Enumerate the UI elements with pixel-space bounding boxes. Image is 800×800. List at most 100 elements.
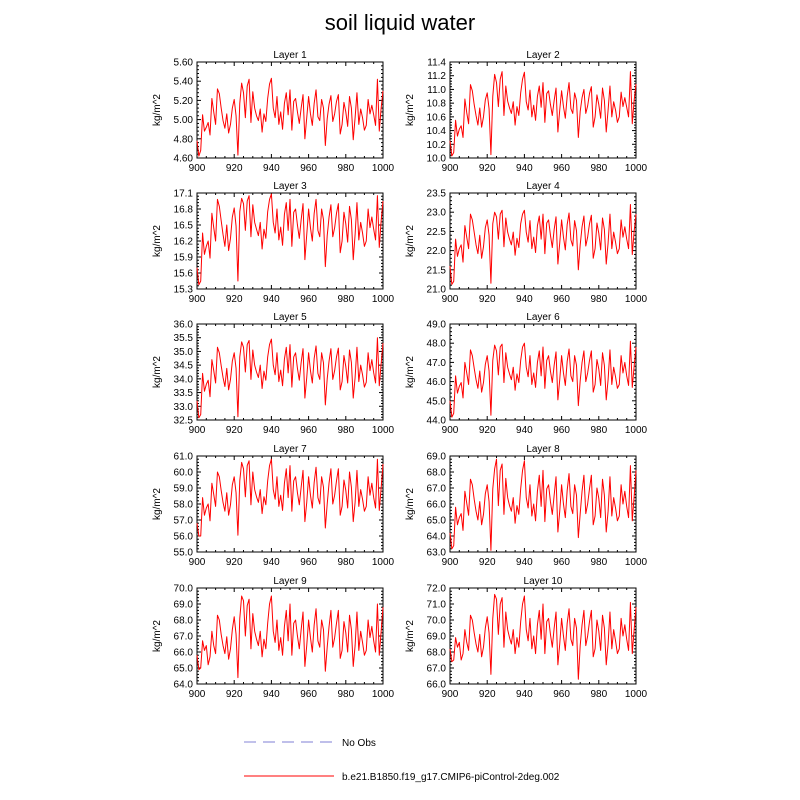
layer-3-ytick-label-5: 16.8 <box>174 205 194 216</box>
layer-5-ytick-label-0: 32.5 <box>174 416 194 427</box>
layer-6-ylabel: kg/m^2 <box>405 356 416 388</box>
layer-6-xtick-label-1: 920 <box>479 425 496 436</box>
layer-8-ytick-label-3: 66.0 <box>427 500 447 511</box>
layer-4-ytick-label-1: 21.5 <box>427 265 447 276</box>
layer-10-ytick-label-4: 70.0 <box>427 616 447 627</box>
layer-2-ytick-label-2: 10.4 <box>427 126 447 137</box>
layer-7-series-line-0 <box>196 458 384 537</box>
layer-3-title: Layer 3 <box>273 181 307 192</box>
layer-6-ytick-label-3: 47.0 <box>427 358 447 369</box>
layer-8-ytick-label-2: 65.0 <box>427 516 447 527</box>
layer-1-ytick-label-1: 4.80 <box>174 134 194 145</box>
layer-1-ytick-label-4: 5.40 <box>174 77 194 88</box>
layer-4-xtick-label-0: 900 <box>442 294 459 305</box>
layer-5-ylabel: kg/m^2 <box>152 356 163 388</box>
layer-3-ylabel: kg/m^2 <box>152 225 163 257</box>
layer-9-series-line-0 <box>196 595 384 679</box>
layer-6-ytick-label-5: 49.0 <box>427 320 447 331</box>
panel-grid: Layer 1 kg/m^2 900 920 940 960 980 1000 4.60 4.80… <box>152 50 648 700</box>
layer-8-series-line-0 <box>449 458 637 551</box>
layer-3-ytick-label-6: 17.1 <box>174 189 194 200</box>
layer-7-title: Layer 7 <box>273 444 307 455</box>
layer-2-xtick-label-4: 980 <box>590 163 607 174</box>
layer-5-xtick-label-1: 920 <box>226 425 243 436</box>
layer-8-ytick-label-6: 69.0 <box>427 452 447 463</box>
layer-5-ytick-label-1: 33.0 <box>174 402 194 413</box>
layer-6-ytick-label-4: 48.0 <box>427 339 447 350</box>
layer-5-ytick-label-2: 33.5 <box>174 388 194 399</box>
layer-7-ytick-label-3: 58.0 <box>174 500 194 511</box>
layer-10-ytick-label-5: 71.0 <box>427 600 447 611</box>
layer-7-panel: Layer 7 kg/m^2 900 920 940 960 980 1000 55.0 56.0… <box>152 444 395 568</box>
layer-10-xtick-label-0: 900 <box>442 689 459 700</box>
layer-9-panel: Layer 9 kg/m^2 900 920 940 960 980 1000 64.0 65.0… <box>152 576 395 700</box>
layer-8-ytick-label-0: 63.0 <box>427 548 447 559</box>
layer-6-panel: Layer 6 kg/m^2 900 920 940 960 980 1000 44.0 45.0… <box>405 312 648 436</box>
layer-8-ytick-label-5: 68.0 <box>427 468 447 479</box>
layer-2-ytick-label-7: 11.4 <box>427 58 446 69</box>
layer-8-xtick-label-1: 920 <box>479 557 496 568</box>
layer-10-xtick-label-4: 980 <box>590 689 607 700</box>
layer-3-xtick-label-3: 960 <box>300 294 317 305</box>
layer-4-ytick-label-0: 21.0 <box>427 285 447 296</box>
layer-3-ytick-label-0: 15.3 <box>174 285 194 296</box>
layer-9-ytick-label-2: 66.0 <box>174 648 194 659</box>
layer-10-ylabel: kg/m^2 <box>405 620 416 652</box>
layer-2-xtick-label-2: 940 <box>516 163 533 174</box>
layer-5-ytick-label-4: 34.5 <box>174 361 194 372</box>
layer-1-ytick-label-2: 5.00 <box>174 115 194 126</box>
layer-5-xtick-label-5: 1000 <box>372 425 395 436</box>
layer-5-ytick-label-6: 35.5 <box>174 333 194 344</box>
layer-4-xtick-label-5: 1000 <box>625 294 648 305</box>
layer-7-xtick-label-1: 920 <box>226 557 243 568</box>
layer-4-panel: Layer 4 kg/m^2 900 920 940 960 980 1000 21.0 21.5… <box>405 181 648 305</box>
layer-8-xtick-label-5: 1000 <box>625 557 648 568</box>
layer-9-xtick-label-3: 960 <box>300 689 317 700</box>
layer-1-title: Layer 1 <box>273 50 307 61</box>
legend: No Obs b.e21.B1850.f19_g17.CMIP6-piContr… <box>244 738 560 783</box>
layer-10-xtick-label-5: 1000 <box>625 689 648 700</box>
layer-9-xtick-label-0: 900 <box>189 689 206 700</box>
layer-10-panel: Layer 10 kg/m^2 900 920 940 960 980 1000 66.0 67.… <box>405 576 648 700</box>
layer-10-ytick-label-2: 68.0 <box>427 648 447 659</box>
layer-9-ytick-label-6: 70.0 <box>174 584 194 595</box>
layer-2-ytick-label-4: 10.8 <box>427 99 447 110</box>
layer-4-title: Layer 4 <box>526 181 560 192</box>
layer-3-xtick-label-2: 940 <box>263 294 280 305</box>
layer-8-ylabel: kg/m^2 <box>405 488 416 520</box>
layer-1-xtick-label-4: 980 <box>337 163 354 174</box>
layer-6-ytick-label-2: 46.0 <box>427 377 447 388</box>
layer-3-ytick-label-1: 15.6 <box>174 269 194 280</box>
layer-8-panel: Layer 8 kg/m^2 900 920 940 960 980 1000 63.0 64.0… <box>405 444 648 568</box>
layer-8-ytick-label-4: 67.0 <box>427 484 447 495</box>
layer-4-ytick-label-2: 22.0 <box>427 246 447 257</box>
layer-1-series-line-0 <box>196 77 384 157</box>
layer-2-panel: Layer 2 kg/m^2 900 920 940 960 980 1000 10.0 10.2… <box>405 50 648 174</box>
layer-2-ytick-label-5: 11.0 <box>427 85 446 96</box>
layer-7-xtick-label-0: 900 <box>189 557 206 568</box>
layer-9-ytick-label-3: 67.0 <box>174 632 194 643</box>
layer-10-xtick-label-1: 920 <box>479 689 496 700</box>
layer-2-ytick-label-6: 11.2 <box>427 71 446 82</box>
layer-8-xtick-label-0: 900 <box>442 557 459 568</box>
layer-4-xtick-label-4: 980 <box>590 294 607 305</box>
layer-10-ytick-label-3: 69.0 <box>427 632 447 643</box>
layer-6-ytick-label-1: 45.0 <box>427 396 447 407</box>
layer-5-title: Layer 5 <box>273 312 307 323</box>
layer-7-ytick-label-4: 59.0 <box>174 484 194 495</box>
layer-9-xtick-label-1: 920 <box>226 689 243 700</box>
layer-3-ytick-label-2: 15.9 <box>174 253 194 264</box>
layer-1-ylabel: kg/m^2 <box>152 94 163 126</box>
layer-9-ytick-label-4: 68.0 <box>174 616 194 627</box>
layer-3-ytick-label-4: 16.5 <box>174 221 194 232</box>
layer-6-xtick-label-5: 1000 <box>625 425 648 436</box>
layer-3-series-line-0 <box>196 193 384 286</box>
layer-5-xtick-label-2: 940 <box>263 425 280 436</box>
layer-10-xtick-label-2: 940 <box>516 689 533 700</box>
layer-7-ytick-label-2: 57.0 <box>174 516 194 527</box>
layer-8-xtick-label-4: 980 <box>590 557 607 568</box>
layer-3-panel: Layer 3 kg/m^2 900 920 940 960 980 1000 15.3 15.6… <box>152 181 395 305</box>
layer-5-xtick-label-4: 980 <box>337 425 354 436</box>
layer-8-xtick-label-2: 940 <box>516 557 533 568</box>
